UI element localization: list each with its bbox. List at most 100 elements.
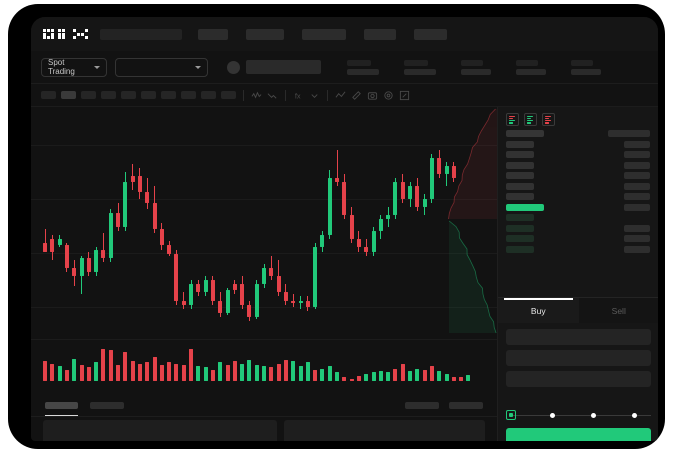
candlestick: [210, 107, 215, 339]
order-total-field[interactable]: [506, 371, 651, 387]
ticker-stat-2: [404, 59, 436, 75]
orderbook-bid-row[interactable]: [506, 245, 650, 257]
slider-step-dot[interactable]: [591, 412, 596, 418]
chart-interval-button[interactable]: [121, 91, 136, 99]
orderbook-ask-row[interactable]: [506, 161, 650, 173]
volume-bar: [400, 363, 405, 381]
orderbook-ask-row-price: [624, 193, 650, 200]
orderbook-ask-row-size: [506, 161, 534, 169]
trading-pair-selector[interactable]: [115, 57, 208, 77]
okx-logo[interactable]: [43, 28, 88, 40]
nav-item-1[interactable]: [197, 28, 228, 40]
orderbook-ask-row-size: [506, 140, 534, 148]
ticker-stat-value: [461, 68, 491, 75]
chart-interval-button[interactable]: [41, 91, 56, 99]
chart-interval-button[interactable]: [161, 91, 176, 99]
candlestick: [342, 107, 347, 339]
place-buy-order-button[interactable]: [506, 428, 651, 441]
indicator-wave-icon[interactable]: [251, 90, 262, 101]
candle-body: [291, 300, 296, 303]
camera-icon[interactable]: [367, 90, 378, 101]
candle-body: [181, 300, 186, 305]
order-amount-field[interactable]: [506, 350, 651, 366]
logo-cell: [80, 32, 84, 36]
orderbook-display-modes: [498, 107, 658, 130]
orderbook-ask-row[interactable]: [506, 193, 650, 204]
tab-buy[interactable]: Buy: [498, 298, 579, 323]
fullscreen-icon[interactable]: [399, 90, 410, 101]
chart-interval-button[interactable]: [181, 91, 196, 99]
chart-interval-button[interactable]: [201, 91, 216, 99]
nav-item-5[interactable]: [413, 28, 447, 40]
settings-gear-icon[interactable]: [383, 90, 394, 101]
orderbook-bid-row[interactable]: [506, 224, 650, 236]
candlestick: [437, 107, 442, 339]
orderbook-last-price-alt: [624, 203, 650, 211]
candle-body: [400, 182, 405, 199]
ticker-stat-3: [461, 59, 491, 75]
device-frame: Spot Trading fx: [8, 4, 665, 449]
chevron-down-icon[interactable]: [309, 90, 320, 101]
orderbook-mode-both[interactable]: [506, 113, 519, 126]
bottom-action-1[interactable]: [405, 402, 439, 409]
chart-interval-button[interactable]: [101, 91, 116, 99]
nav-item-4[interactable]: [363, 28, 396, 40]
volume-bar: [43, 361, 47, 381]
chart-interval-button[interactable]: [221, 91, 236, 99]
orderbook-mode-asks[interactable]: [542, 113, 555, 126]
tab-order-history[interactable]: [90, 402, 124, 409]
orderbook-bid-row[interactable]: [506, 235, 650, 246]
candle-body: [313, 247, 318, 307]
chart-interval-button[interactable]: [81, 91, 96, 99]
candle-body: [167, 245, 172, 254]
candlestick: [232, 107, 237, 339]
amount-percent-slider[interactable]: [506, 410, 651, 422]
global-search-input[interactable]: [99, 28, 182, 40]
orderbook-mode-bar: [508, 122, 513, 124]
volume-bar: [356, 376, 361, 381]
order-book[interactable]: [498, 130, 658, 256]
chart-interval-button[interactable]: [141, 91, 156, 99]
toolbar-divider: [243, 89, 244, 101]
orderbook-ask-row[interactable]: [506, 151, 650, 162]
trading-mode-selector[interactable]: Spot Trading: [41, 57, 107, 77]
text-tool-icon[interactable]: fx: [293, 90, 304, 101]
logo-cell: [77, 29, 80, 32]
ticker-stat-label: [571, 59, 593, 66]
slider-handle[interactable]: [506, 410, 516, 420]
order-price-field[interactable]: [506, 329, 651, 345]
nav-item-3[interactable]: [301, 28, 346, 40]
logo-cell: [58, 36, 62, 40]
ruler-icon[interactable]: [351, 90, 362, 101]
candle-body: [415, 186, 420, 207]
candlestick: [64, 107, 69, 339]
volume-bar: [429, 366, 434, 381]
volume-chart[interactable]: [31, 339, 497, 395]
candle-body: [342, 182, 347, 215]
orderbook-ask-row[interactable]: [506, 172, 650, 183]
volume-bar: [247, 359, 252, 381]
candlestick: [57, 107, 62, 339]
chart-type-line-icon[interactable]: [335, 90, 346, 101]
tab-open-orders[interactable]: [45, 402, 78, 416]
orderbook-ask-row[interactable]: [506, 140, 650, 152]
orderbook-ask-row[interactable]: [506, 182, 650, 194]
slider-step-dot[interactable]: [632, 412, 637, 418]
volume-bar: [444, 373, 449, 381]
trendline-icon[interactable]: [267, 90, 278, 101]
logo-cell: [43, 36, 46, 40]
orderbook-bid-row[interactable]: [506, 214, 650, 225]
candle-body: [116, 212, 120, 228]
ticker-stat-4: [516, 59, 546, 75]
nav-item-2[interactable]: [245, 28, 284, 40]
bottom-action-2[interactable]: [449, 402, 483, 409]
orderbook-mode-bids[interactable]: [524, 113, 537, 126]
price-chart[interactable]: [31, 107, 497, 339]
chevron-down-icon: [94, 65, 100, 69]
candle-body: [152, 202, 157, 230]
candlestick: [364, 107, 369, 339]
chart-interval-button[interactable]: [61, 91, 76, 99]
logo-cell: [77, 32, 81, 36]
slider-step-dot[interactable]: [550, 412, 555, 418]
tab-sell[interactable]: Sell: [578, 298, 658, 323]
